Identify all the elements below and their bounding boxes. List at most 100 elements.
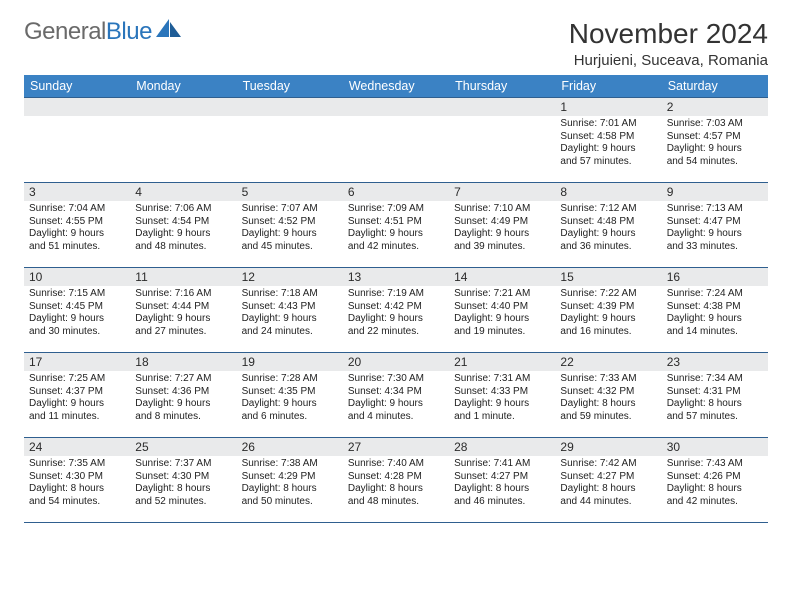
day-line: and 39 minutes.	[454, 241, 550, 254]
day-line: Sunrise: 7:28 AM	[242, 373, 338, 386]
day-line: and 22 minutes.	[348, 326, 444, 339]
day-line: Sunset: 4:40 PM	[454, 301, 550, 314]
day-line: Sunset: 4:38 PM	[667, 301, 763, 314]
day-line: Sunrise: 7:27 AM	[135, 373, 231, 386]
day-number: 7	[449, 183, 555, 201]
day-number: 6	[343, 183, 449, 201]
day-line: Sunrise: 7:19 AM	[348, 288, 444, 301]
day-line: Daylight: 9 hours	[560, 143, 656, 156]
day-line: Sunset: 4:54 PM	[135, 216, 231, 229]
day-line: and 16 minutes.	[560, 326, 656, 339]
day-line: Sunset: 4:43 PM	[242, 301, 338, 314]
day-cell	[130, 98, 236, 182]
month-title: November 2024	[569, 18, 768, 50]
logo-text-gray: General	[24, 18, 106, 46]
sail-icon	[156, 18, 182, 46]
dow-cell: Friday	[555, 75, 661, 97]
day-line: Sunrise: 7:24 AM	[667, 288, 763, 301]
day-line: and 30 minutes.	[29, 326, 125, 339]
day-cell: 10Sunrise: 7:15 AMSunset: 4:45 PMDayligh…	[24, 268, 130, 352]
day-body: Sunrise: 7:06 AMSunset: 4:54 PMDaylight:…	[130, 201, 236, 257]
day-line: Sunrise: 7:03 AM	[667, 118, 763, 131]
day-number: 30	[662, 438, 768, 456]
week-row: 3Sunrise: 7:04 AMSunset: 4:55 PMDaylight…	[24, 183, 768, 268]
day-line: and 57 minutes.	[667, 411, 763, 424]
dow-cell: Sunday	[24, 75, 130, 97]
day-cell: 3Sunrise: 7:04 AMSunset: 4:55 PMDaylight…	[24, 183, 130, 267]
day-line: Daylight: 9 hours	[348, 228, 444, 241]
title-block: November 2024 Hurjuieni, Suceava, Romani…	[569, 18, 768, 69]
day-body: Sunrise: 7:19 AMSunset: 4:42 PMDaylight:…	[343, 286, 449, 342]
day-cell: 29Sunrise: 7:42 AMSunset: 4:27 PMDayligh…	[555, 438, 661, 522]
day-line: Sunset: 4:27 PM	[454, 471, 550, 484]
day-line: Sunrise: 7:01 AM	[560, 118, 656, 131]
day-line: Daylight: 9 hours	[560, 228, 656, 241]
day-line: Daylight: 8 hours	[560, 483, 656, 496]
day-cell: 28Sunrise: 7:41 AMSunset: 4:27 PMDayligh…	[449, 438, 555, 522]
day-line: and 48 minutes.	[135, 241, 231, 254]
day-body: Sunrise: 7:30 AMSunset: 4:34 PMDaylight:…	[343, 371, 449, 427]
day-cell: 13Sunrise: 7:19 AMSunset: 4:42 PMDayligh…	[343, 268, 449, 352]
day-body: Sunrise: 7:35 AMSunset: 4:30 PMDaylight:…	[24, 456, 130, 512]
day-line: Daylight: 9 hours	[560, 313, 656, 326]
day-line: Sunset: 4:42 PM	[348, 301, 444, 314]
dow-cell: Thursday	[449, 75, 555, 97]
day-line: Daylight: 8 hours	[560, 398, 656, 411]
day-number: 24	[24, 438, 130, 456]
day-body: Sunrise: 7:21 AMSunset: 4:40 PMDaylight:…	[449, 286, 555, 342]
calendar: SundayMondayTuesdayWednesdayThursdayFrid…	[24, 75, 768, 523]
day-body: Sunrise: 7:37 AMSunset: 4:30 PMDaylight:…	[130, 456, 236, 512]
day-number: 15	[555, 268, 661, 286]
day-line: Sunrise: 7:06 AM	[135, 203, 231, 216]
day-cell: 20Sunrise: 7:30 AMSunset: 4:34 PMDayligh…	[343, 353, 449, 437]
dow-cell: Tuesday	[237, 75, 343, 97]
day-body: Sunrise: 7:18 AMSunset: 4:43 PMDaylight:…	[237, 286, 343, 342]
day-line: Sunrise: 7:13 AM	[667, 203, 763, 216]
day-line: Daylight: 9 hours	[242, 398, 338, 411]
day-number	[343, 98, 449, 116]
day-line: Sunset: 4:57 PM	[667, 131, 763, 144]
day-line: and 6 minutes.	[242, 411, 338, 424]
day-line: Daylight: 9 hours	[667, 228, 763, 241]
day-cell	[24, 98, 130, 182]
dow-row: SundayMondayTuesdayWednesdayThursdayFrid…	[24, 75, 768, 97]
day-line: Sunrise: 7:34 AM	[667, 373, 763, 386]
day-body: Sunrise: 7:28 AMSunset: 4:35 PMDaylight:…	[237, 371, 343, 427]
day-line: Daylight: 9 hours	[348, 398, 444, 411]
day-cell: 2Sunrise: 7:03 AMSunset: 4:57 PMDaylight…	[662, 98, 768, 182]
day-number: 12	[237, 268, 343, 286]
day-line: and 8 minutes.	[135, 411, 231, 424]
day-line: Daylight: 9 hours	[242, 313, 338, 326]
day-line: and 51 minutes.	[29, 241, 125, 254]
day-line: Sunset: 4:58 PM	[560, 131, 656, 144]
day-line: and 44 minutes.	[560, 496, 656, 509]
day-line: and 14 minutes.	[667, 326, 763, 339]
day-body: Sunrise: 7:09 AMSunset: 4:51 PMDaylight:…	[343, 201, 449, 257]
day-number: 27	[343, 438, 449, 456]
day-line: and 59 minutes.	[560, 411, 656, 424]
day-line: Sunrise: 7:18 AM	[242, 288, 338, 301]
day-line: Sunrise: 7:12 AM	[560, 203, 656, 216]
day-line: Sunset: 4:48 PM	[560, 216, 656, 229]
day-line: and 50 minutes.	[242, 496, 338, 509]
day-number: 25	[130, 438, 236, 456]
day-body: Sunrise: 7:33 AMSunset: 4:32 PMDaylight:…	[555, 371, 661, 427]
day-line: Daylight: 8 hours	[454, 483, 550, 496]
day-cell: 24Sunrise: 7:35 AMSunset: 4:30 PMDayligh…	[24, 438, 130, 522]
day-line: Sunset: 4:36 PM	[135, 386, 231, 399]
logo-text-blue: Blue	[106, 18, 152, 46]
day-line: Sunrise: 7:25 AM	[29, 373, 125, 386]
day-cell: 15Sunrise: 7:22 AMSunset: 4:39 PMDayligh…	[555, 268, 661, 352]
day-line: Daylight: 8 hours	[135, 483, 231, 496]
day-cell: 22Sunrise: 7:33 AMSunset: 4:32 PMDayligh…	[555, 353, 661, 437]
day-line: Daylight: 9 hours	[135, 313, 231, 326]
day-number: 28	[449, 438, 555, 456]
day-number: 9	[662, 183, 768, 201]
day-cell: 5Sunrise: 7:07 AMSunset: 4:52 PMDaylight…	[237, 183, 343, 267]
day-line: Sunset: 4:33 PM	[454, 386, 550, 399]
day-cell: 7Sunrise: 7:10 AMSunset: 4:49 PMDaylight…	[449, 183, 555, 267]
day-body: Sunrise: 7:34 AMSunset: 4:31 PMDaylight:…	[662, 371, 768, 427]
day-body: Sunrise: 7:41 AMSunset: 4:27 PMDaylight:…	[449, 456, 555, 512]
day-cell: 26Sunrise: 7:38 AMSunset: 4:29 PMDayligh…	[237, 438, 343, 522]
day-cell: 21Sunrise: 7:31 AMSunset: 4:33 PMDayligh…	[449, 353, 555, 437]
